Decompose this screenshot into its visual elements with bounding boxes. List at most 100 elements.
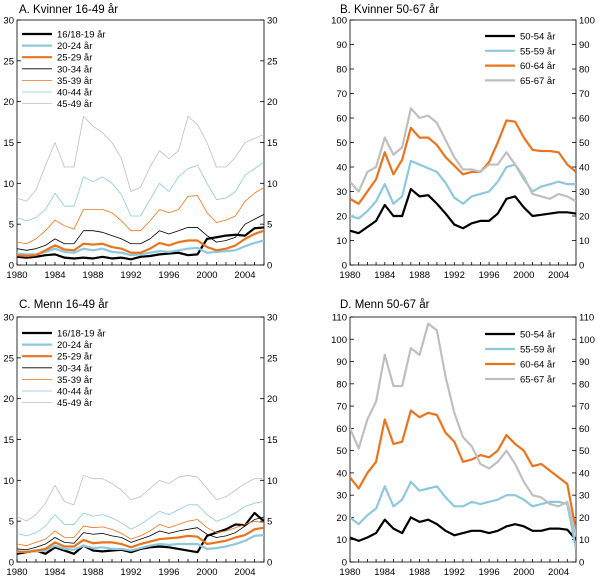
legend-label: 55-59 år — [520, 46, 555, 57]
panel-title: D. Menn 50-67 år — [340, 299, 430, 311]
y-tick-label-left: 5 — [9, 517, 14, 528]
x-tick-label: 1992 — [120, 567, 141, 578]
series-line-4 — [17, 519, 264, 547]
series-line-5 — [17, 501, 264, 537]
series-line-4 — [17, 187, 264, 245]
y-tick-label-left: 5 — [9, 220, 14, 231]
y-tick-label-left: 0 — [342, 558, 347, 569]
y-tick-label-right: 70 — [579, 402, 590, 413]
x-tick-label: 2000 — [513, 270, 534, 281]
x-tick-label: 1988 — [82, 567, 103, 578]
y-tick-label-right: 15 — [267, 435, 278, 446]
legend-label: 40-44 år — [57, 88, 92, 99]
y-tick-label-right: 90 — [579, 357, 590, 368]
series-line-2 — [350, 119, 576, 205]
y-tick-label-right: 30 — [267, 16, 278, 27]
legend-label: 25-29 år — [57, 53, 92, 64]
y-tick-label-right: 0 — [579, 558, 584, 569]
y-tick-label-right: 40 — [579, 468, 590, 479]
y-tick-label-right: 100 — [579, 16, 595, 27]
plot-frame — [16, 19, 265, 266]
panel-d: D. Menn 50-67 år 0 0 10 10 20 20 30 30 40 40 50 50 60… — [331, 299, 595, 578]
legend-label: 55-59 år — [520, 345, 555, 356]
legend-label: 25-29 år — [57, 352, 92, 363]
legend-label: 35-39 år — [57, 375, 92, 386]
legend-label: 50-54 år — [520, 330, 555, 341]
legend-label: 40-44 år — [57, 387, 92, 398]
y-tick-label-right: 10 — [579, 236, 590, 247]
y-tick-label-right: 70 — [579, 89, 590, 100]
y-tick-label-right: 5 — [267, 220, 272, 231]
panel-c: C. Menn 16-49 år 0 0 5 5 10 10 15 15 20 20 25 25 30 30… — [3, 299, 277, 578]
x-tick-label: 1992 — [444, 270, 465, 281]
y-tick-label-left: 20 — [3, 97, 14, 108]
series-line-3 — [17, 214, 264, 251]
y-tick-label-left: 10 — [336, 535, 347, 546]
y-tick-label-left: 0 — [342, 261, 347, 272]
y-tick-label-right: 15 — [267, 138, 278, 149]
series-line-1 — [350, 480, 576, 549]
x-tick-label: 2004 — [548, 270, 569, 281]
y-tick-label-right: 30 — [579, 187, 590, 198]
y-tick-label-left: 15 — [3, 435, 14, 446]
legend-label: 20-24 år — [57, 340, 92, 351]
series-line-6 — [17, 115, 264, 202]
y-tick-label-right: 80 — [579, 379, 590, 390]
legend-label: 45-49 år — [57, 99, 92, 110]
legend-label: 65-67 år — [520, 375, 555, 386]
y-tick-label-right: 100 — [579, 335, 595, 346]
y-tick-label-right: 30 — [579, 491, 590, 502]
y-tick-label-left: 20 — [336, 513, 347, 524]
x-tick-label: 1992 — [120, 270, 141, 281]
panel-a: A. Kvinner 16-49 år 0 0 5 5 10 10 15 15 20 20 25 25 3… — [3, 4, 277, 281]
series-line-3 — [350, 107, 576, 203]
legend-label: 30-34 år — [57, 363, 92, 374]
y-tick-label-left: 70 — [336, 402, 347, 413]
x-tick-label: 1980 — [339, 567, 360, 578]
y-tick-label-left: 10 — [3, 476, 14, 487]
y-tick-label-right: 20 — [267, 394, 278, 405]
y-tick-label-left: 90 — [336, 40, 347, 51]
legend-label: 60-64 år — [520, 61, 555, 72]
y-tick-label-left: 30 — [3, 313, 14, 324]
legend-label: 20-24 år — [57, 41, 92, 52]
y-tick-label-right: 10 — [267, 476, 278, 487]
series-group — [350, 322, 576, 549]
series-line-5 — [17, 161, 264, 222]
y-tick-label-left: 80 — [336, 379, 347, 390]
legend-label: 30-34 år — [57, 64, 92, 75]
x-tick-label: 1996 — [479, 567, 500, 578]
x-tick-label: 2004 — [234, 567, 255, 578]
y-tick-label-left: 100 — [331, 335, 347, 346]
x-tick-label: 2000 — [196, 567, 217, 578]
legend-label: 16/18-19 år — [57, 30, 106, 41]
y-tick-label-right: 90 — [579, 40, 590, 51]
panel-b: B. Kvinner 50-67 år 0 0 10 10 20 20 30 30 40 40 50 5… — [331, 4, 595, 281]
y-tick-label-right: 30 — [267, 313, 278, 324]
x-tick-label: 1996 — [158, 270, 179, 281]
panel-title: B. Kvinner 50-67 år — [340, 4, 439, 16]
y-tick-label-right: 5 — [267, 517, 272, 528]
series-line-2 — [17, 526, 264, 554]
y-tick-label-right: 60 — [579, 424, 590, 435]
y-tick-label-left: 30 — [336, 187, 347, 198]
y-tick-label-left: 30 — [336, 491, 347, 502]
x-tick-label: 1984 — [44, 270, 65, 281]
legend-label: 60-64 år — [520, 360, 555, 371]
x-tick-label: 2004 — [234, 270, 255, 281]
x-tick-label: 2000 — [513, 567, 534, 578]
series-group — [350, 107, 576, 235]
x-tick-label: 1984 — [374, 270, 395, 281]
y-tick-label-left: 40 — [336, 468, 347, 479]
y-tick-label-right: 80 — [579, 65, 590, 76]
series-line-0 — [350, 187, 576, 235]
x-tick-label: 1980 — [6, 567, 27, 578]
y-tick-label-left: 60 — [336, 424, 347, 435]
y-tick-label-left: 50 — [336, 446, 347, 457]
y-tick-label-left: 110 — [332, 313, 347, 324]
y-tick-label-left: 15 — [3, 138, 14, 149]
y-tick-label-left: 40 — [336, 163, 347, 174]
y-tick-label-left: 100 — [331, 16, 347, 27]
series-group — [17, 475, 264, 555]
